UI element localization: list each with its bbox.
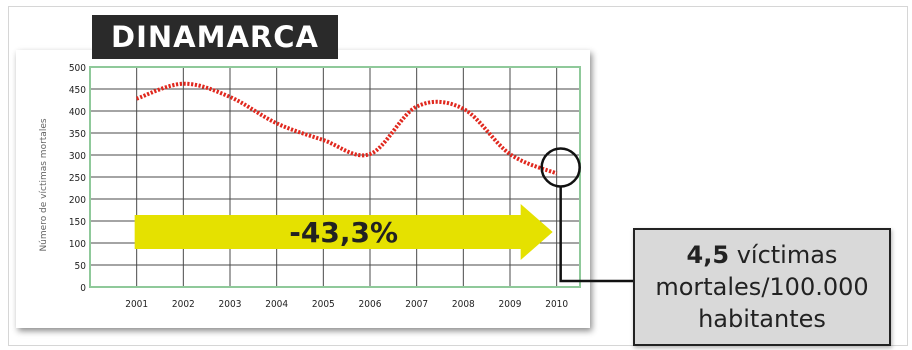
highlight-circle [540, 147, 581, 188]
y-tick-label: 400 [69, 107, 86, 118]
x-tick-label: 2001 [125, 299, 148, 310]
y-tick-label: 150 [69, 217, 86, 228]
x-tick-label: 2009 [499, 299, 522, 310]
y-tick-labels: 0 50 100 150 200 250 300 350 400 450 500 [69, 63, 86, 294]
callout-value: 4,5 [686, 241, 730, 269]
chart-panel: 0 50 100 150 200 250 300 350 400 450 500 2001 2002 2… [16, 50, 590, 328]
y-tick-label: 450 [69, 85, 86, 96]
x-tick-label: 2008 [452, 299, 475, 310]
callout-line-2: mortales/100.000 [655, 273, 869, 301]
change-arrow: -43,3% [134, 204, 553, 260]
x-tick-label: 2002 [172, 299, 195, 310]
x-tick-labels: 2001 2002 2003 2004 2005 2006 2007 2008 2009 2010 [125, 299, 568, 310]
grid [89, 66, 581, 288]
x-tick-label: 2004 [265, 299, 288, 310]
callout-box: 4,5 víctimas mortales/100.000 habitantes [633, 228, 891, 346]
x-tick-label: 2006 [359, 299, 382, 310]
callout-line-1: 4,5 víctimas [687, 239, 838, 271]
y-tick-label: 200 [69, 195, 86, 206]
series-line [135, 81, 558, 176]
y-tick-label: 300 [69, 151, 86, 162]
plot-border [89, 66, 581, 288]
y-tick-label: 350 [69, 129, 86, 140]
y-tick-label: 100 [69, 239, 86, 250]
y-tick-label: 50 [75, 261, 87, 272]
y-tick-label: 500 [69, 63, 86, 74]
data-points [136, 83, 557, 174]
x-tick-label: 2010 [545, 299, 568, 310]
y-axis-label: Número de víctimas mortales [39, 118, 49, 252]
callout-line-3: habitantes [698, 305, 826, 333]
x-tick-label: 2003 [219, 299, 242, 310]
x-tick-label: 2005 [312, 299, 335, 310]
x-tick-label: 2007 [405, 299, 428, 310]
chart-title: DINAMARCA [92, 15, 338, 59]
callout-line-1-rest: víctimas [729, 241, 838, 269]
arrow-label: -43,3% [289, 216, 398, 249]
arrow-shape [134, 204, 553, 260]
y-tick-label: 0 [80, 283, 86, 294]
y-tick-label: 250 [69, 173, 86, 184]
